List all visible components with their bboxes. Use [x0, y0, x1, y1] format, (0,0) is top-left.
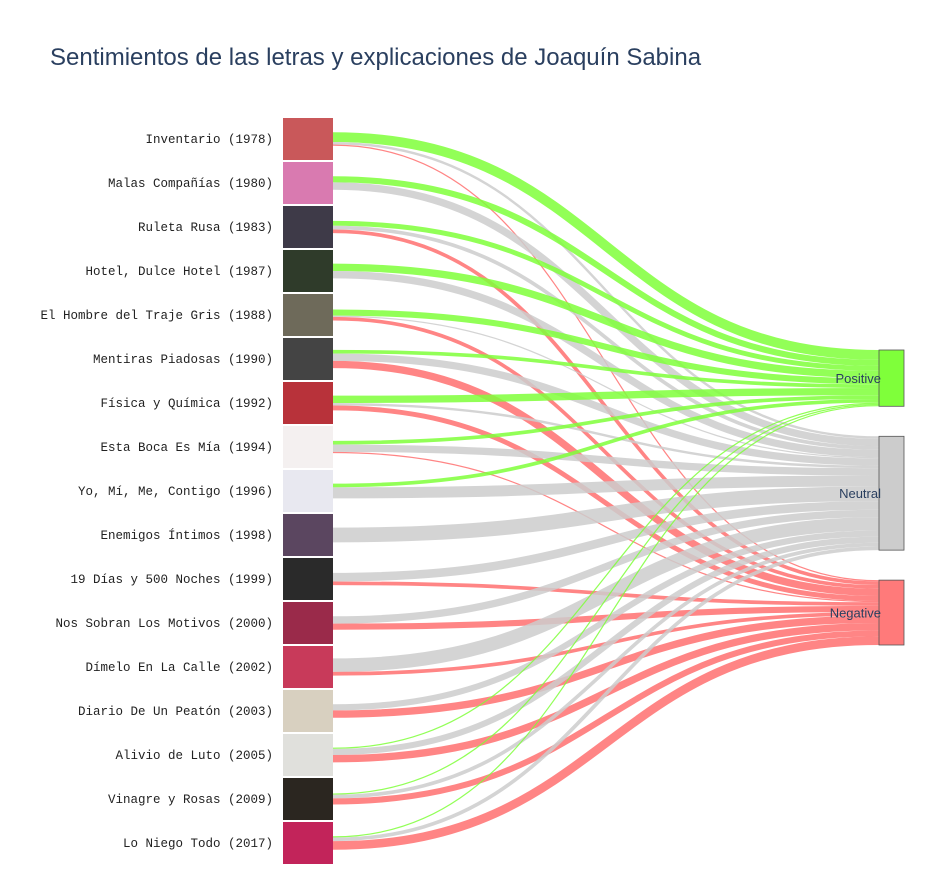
- album-cover-esta-boca-es-mia-1994: [283, 426, 333, 468]
- node-label-negative: Negative: [830, 606, 881, 621]
- album-label-19-dias-y-500-noches-1999: 19 Días y 500 Noches (1999): [70, 573, 273, 587]
- link-fisica-y-quimica-1992-neutral: [332, 403, 880, 469]
- album-label-diario-de-un-peaton-2003: Diario De Un Peatón (2003): [78, 705, 273, 719]
- link-lo-niego-todo-2017-negative: [332, 636, 880, 850]
- album-label-fisica-y-quimica-1992: Física y Química (1992): [100, 397, 273, 411]
- album-cover-nos-sobran-los-motivos-2000: [283, 602, 333, 644]
- album-label-enemigos-intimos-1998: Enemigos Íntimos (1998): [100, 528, 273, 543]
- flow-links: [332, 132, 880, 850]
- album-cover-el-hombre-del-traje-gris-1988: [283, 294, 333, 336]
- album-cover-ruleta-rusa-1983: [283, 206, 333, 248]
- album-label-dimelo-en-la-calle-2002: Dímelo En La Calle (2002): [85, 661, 273, 675]
- album-cover-yo-mi-me-contigo-1996: [283, 470, 333, 512]
- album-cover-alivio-de-luto-2005: [283, 734, 333, 776]
- link-dimelo-en-la-calle-2002-neutral: [332, 517, 880, 672]
- album-label-yo-mi-me-contigo-1996: Yo, Mí, Me, Contigo (1996): [78, 485, 273, 499]
- link-esta-boca-es-mia-1994-neutral: [332, 444, 880, 476]
- album-thumbnails: [283, 118, 333, 864]
- link-mentiras-piadosas-1990-neutral: [332, 353, 880, 466]
- link-enemigos-intimos-1998-neutral: [332, 486, 880, 543]
- album-label-nos-sobran-los-motivos-2000: Nos Sobran Los Motivos (2000): [55, 617, 273, 631]
- album-cover-fisica-y-quimica-1992: [283, 382, 333, 424]
- album-cover-enemigos-intimos-1998: [283, 514, 333, 556]
- link-malas-companias-1980-positive: [332, 176, 880, 366]
- link-fisica-y-quimica-1992-negative: [332, 405, 880, 601]
- link-inventario-1978-positive: [332, 132, 880, 360]
- album-label-alivio-de-luto-2005: Alivio de Luto (2005): [115, 749, 273, 763]
- link-mentiras-piadosas-1990-negative: [332, 360, 880, 597]
- sentiment-nodes: Positive Neutral Negative: [830, 349, 905, 646]
- album-cover-hotel-dulce-hotel-1987: [283, 250, 333, 292]
- album-label-vinagre-y-rosas-2009: Vinagre y Rosas (2009): [108, 793, 273, 807]
- link-alivio-de-luto-2005-neutral: [332, 536, 880, 755]
- node-neutral: [878, 435, 905, 551]
- link-esta-boca-es-mia-1994-positive: [332, 395, 880, 445]
- node-positive: [878, 349, 905, 407]
- link-el-hombre-del-traje-gris-1988-neutral: [332, 315, 880, 459]
- album-label-mentiras-piadosas-1990: Mentiras Piadosas (1990): [93, 353, 273, 367]
- link-vinagre-y-rosas-2009-neutral: [332, 542, 880, 799]
- album-label-inventario-1978: Inventario (1978): [145, 133, 273, 147]
- link-ruleta-rusa-1983-positive: [332, 220, 880, 371]
- link-nos-sobran-los-motivos-2000-neutral: [332, 509, 880, 624]
- album-label-lo-niego-todo-2017: Lo Niego Todo (2017): [123, 837, 273, 851]
- album-cover-19-dias-y-500-noches-1999: [283, 558, 333, 600]
- link-hotel-dulce-hotel-1987-positive: [332, 263, 880, 379]
- album-label-malas-companias-1980: Malas Compañías (1980): [108, 177, 273, 191]
- link-vinagre-y-rosas-2009-positive: [332, 403, 880, 795]
- album-cover-dimelo-en-la-calle-2002: [283, 646, 333, 688]
- link-mentiras-piadosas-1990-positive: [332, 349, 880, 388]
- link-esta-boca-es-mia-1994-negative: [332, 451, 880, 603]
- album-label-ruleta-rusa-1983: Ruleta Rusa (1983): [138, 221, 273, 235]
- node-label-neutral: Neutral: [839, 486, 881, 501]
- album-label-esta-boca-es-mia-1994: Esta Boca Es Mía (1994): [100, 441, 273, 455]
- link-malas-companias-1980-neutral: [332, 182, 880, 447]
- link-lo-niego-todo-2017-positive: [332, 405, 880, 838]
- link-fisica-y-quimica-1992-positive: [332, 387, 880, 403]
- album-label-el-hombre-del-traje-gris-1988: El Hombre del Traje Gris (1988): [40, 309, 273, 323]
- link-vinagre-y-rosas-2009-negative: [332, 630, 880, 805]
- link-inventario-1978-neutral: [332, 142, 880, 439]
- album-cover-lo-niego-todo-2017: [283, 822, 333, 864]
- album-cover-inventario-1978: [283, 118, 333, 160]
- link-lo-niego-todo-2017-neutral: [332, 546, 880, 842]
- album-labels: Inventario (1978) Malas Compañías (1980) R…: [40, 133, 273, 851]
- album-cover-diario-de-un-peaton-2003: [283, 690, 333, 732]
- link-19-dias-y-500-noches-1999-neutral: [332, 501, 880, 582]
- chart-title: Sentimientos de las letras y explicacion…: [50, 44, 702, 71]
- link-el-hombre-del-traje-gris-1988-negative: [332, 316, 880, 589]
- album-cover-mentiras-piadosas-1990: [283, 338, 333, 380]
- link-el-hombre-del-traje-gris-1988-positive: [332, 309, 880, 385]
- link-alivio-de-luto-2005-positive: [332, 402, 880, 749]
- node-negative: [878, 579, 905, 646]
- album-label-hotel-dulce-hotel-1987: Hotel, Dulce Hotel (1987): [85, 265, 273, 279]
- link-diario-de-un-peaton-2003-negative: [332, 615, 880, 718]
- link-yo-mi-me-contigo-1996-positive: [332, 398, 880, 488]
- link-yo-mi-me-contigo-1996-neutral: [332, 475, 880, 499]
- album-cover-vinagre-y-rosas-2009: [283, 778, 333, 820]
- link-hotel-dulce-hotel-1987-neutral: [332, 271, 880, 458]
- node-label-positive: Positive: [835, 371, 881, 386]
- album-cover-malas-companias-1980: [283, 162, 333, 204]
- link-ruleta-rusa-1983-neutral: [332, 225, 880, 450]
